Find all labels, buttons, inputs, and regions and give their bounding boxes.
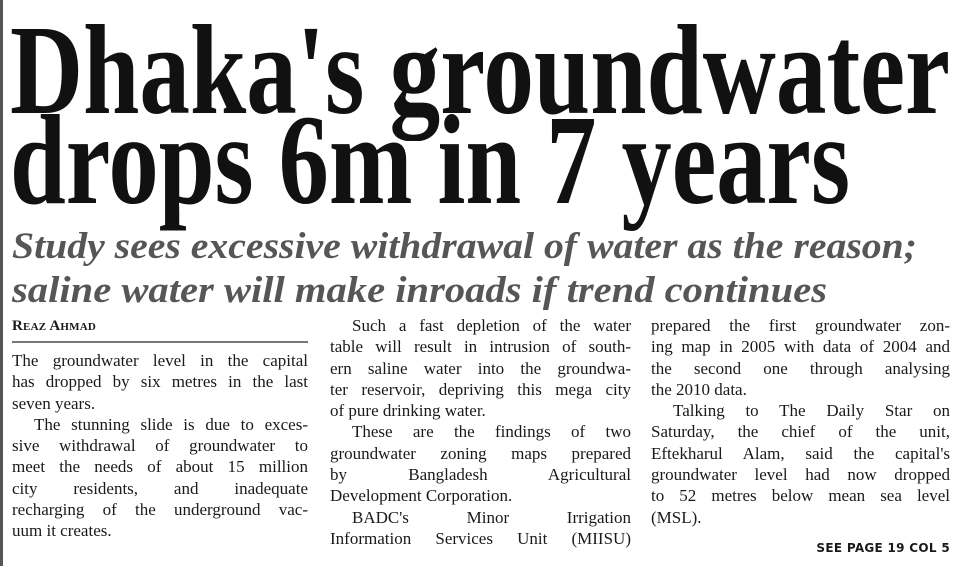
text-line: of pure drinking water. <box>330 401 486 421</box>
paragraph: BADC's Minor Irrigation Information Servi… <box>330 507 631 550</box>
text-line: meet the needs of about 15 million <box>12 457 308 477</box>
byline-rule <box>12 341 308 343</box>
headline-line-2: drops 6m in 7 years <box>10 89 851 231</box>
text-line: the 2010 data. <box>651 379 747 399</box>
text-line: Such a fast depletion of the water <box>352 316 631 335</box>
byline: Reaz Ahmad <box>12 318 97 334</box>
jump-line: SEE PAGE 19 COL 5 <box>816 541 950 555</box>
text-line: These are the findings of two <box>352 422 631 442</box>
paragraph: Such a fast depletion of the water table … <box>330 315 631 421</box>
text-line: (MSL). <box>651 507 702 527</box>
text-line: city residents, and inadequate <box>12 478 308 498</box>
text-line: prepared the first groundwater zon- <box>651 316 950 335</box>
paragraph: prepared the first groundwater zon-ing m… <box>651 315 950 400</box>
column-border <box>0 0 3 566</box>
text-line: sive withdrawal of groundwater to <box>12 436 308 456</box>
paragraph: The stunning slide is due to exces-sive … <box>12 414 308 542</box>
text-line: seven years. <box>12 393 96 413</box>
text-line: has dropped by six metres in the last <box>12 372 308 392</box>
paragraph: Talking to The Daily Star on Saturday, th… <box>651 400 950 528</box>
text-line: the second one through analysing <box>651 358 950 378</box>
text-line: ter reservoir, depriving this mega city <box>330 379 631 399</box>
text-line: Information Services Unit (MIISU) <box>330 528 631 548</box>
text-line: to 52 metres below mean sea level <box>651 486 950 506</box>
text-line: Eftekharul Alam, said the capital's <box>651 443 950 463</box>
text-line: by Bangladesh Agricultural <box>330 465 631 485</box>
text-line: The groundwater level in the capital <box>12 351 308 370</box>
text-line: Saturday, the chief of the unit, <box>651 422 950 442</box>
text-line: ern saline water into the groundwa- <box>330 358 631 378</box>
text-line: ing map in 2005 with data of 2004 and <box>651 337 950 357</box>
subhead-line-1: Study sees excessive withdrawal of water… <box>12 226 917 267</box>
text-line: BADC's Minor Irrigation <box>352 507 631 527</box>
paragraph: These are the findings of two groundwater… <box>330 421 631 506</box>
text-line: Development Corporation. <box>330 486 513 506</box>
article-column-3: prepared the first groundwater zon-ing m… <box>651 315 950 528</box>
text-line: groundwater zoning maps prepared <box>330 443 631 463</box>
text-line: The stunning slide is due to exces- <box>34 414 308 434</box>
paragraph: The groundwater level in the capital has … <box>12 350 308 414</box>
text-line: uum it creates. <box>12 521 112 541</box>
article-column-1: The groundwater level in the capital has … <box>12 350 308 542</box>
text-line: recharging of the underground vac- <box>12 500 308 520</box>
text-line: Talking to The Daily Star on <box>673 401 950 421</box>
subhead-line-2: saline water will make inroads if trend … <box>12 270 827 311</box>
text-line: groundwater level had now dropped <box>651 465 950 485</box>
text-line: table will result in intrusion of south- <box>330 337 631 357</box>
headline-line-1: Dhaka's groundwater <box>10 0 950 141</box>
article-column-2: Such a fast depletion of the water table … <box>330 315 631 549</box>
